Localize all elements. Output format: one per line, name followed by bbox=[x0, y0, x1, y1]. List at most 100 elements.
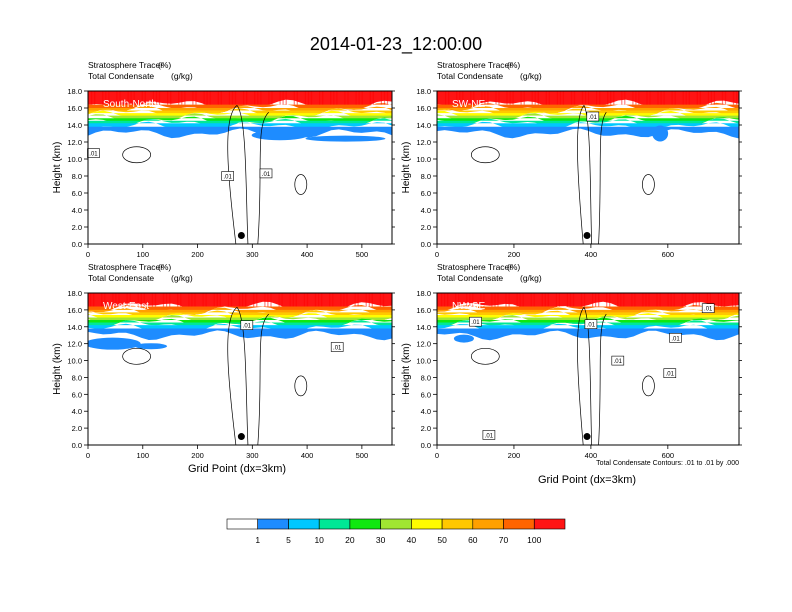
y-tick-label: 16.0 bbox=[67, 306, 82, 315]
x-tick-label: 0 bbox=[86, 250, 90, 259]
y-tick-label: 0.0 bbox=[421, 240, 431, 249]
tracer-stripe bbox=[383, 91, 386, 105]
tracer-stripe bbox=[355, 91, 357, 105]
contour-line bbox=[294, 174, 308, 195]
tracer-stripe bbox=[623, 293, 625, 307]
tracer-stripe bbox=[227, 293, 229, 307]
tracer-stripe bbox=[260, 91, 262, 105]
tracer-stripe bbox=[219, 293, 221, 307]
colorbar-box bbox=[257, 518, 289, 530]
tracer-stripe bbox=[688, 91, 690, 105]
tracer-stripe bbox=[217, 91, 219, 105]
tracer-stripe bbox=[473, 91, 475, 105]
tracer-stripe bbox=[264, 293, 266, 307]
panel-header-tracer: Stratosphere Tracer bbox=[88, 262, 163, 272]
contour-line bbox=[257, 111, 269, 244]
contour-label: .01 bbox=[666, 372, 675, 378]
tracer-stripe bbox=[310, 91, 313, 105]
tracer-band bbox=[437, 304, 739, 315]
tracer-stripe bbox=[447, 293, 449, 307]
tracer-stripe bbox=[699, 91, 701, 105]
tracer-stripe bbox=[522, 293, 524, 307]
y-tick-label: 4.0 bbox=[421, 206, 431, 215]
plot-frame bbox=[436, 90, 740, 245]
tracer-stripe bbox=[216, 293, 218, 307]
panel-header-tracer-unit: (%) bbox=[158, 262, 171, 272]
tracer-stripe bbox=[657, 91, 659, 105]
tracer-patch bbox=[134, 343, 167, 350]
tracer-stripe bbox=[184, 91, 186, 105]
contour-note: Total Condensate Contours: .01 to .01 by… bbox=[596, 460, 739, 467]
tracer-stripe bbox=[246, 91, 248, 105]
tracer-stripe bbox=[152, 91, 154, 105]
tracer-stripe bbox=[537, 91, 539, 105]
contour-label: .01 bbox=[224, 175, 233, 181]
y-tick-label: 4.0 bbox=[72, 407, 82, 416]
tracer-stripe bbox=[333, 91, 335, 105]
y-tick-label: 10.0 bbox=[67, 357, 82, 366]
tracer-stripe bbox=[379, 293, 381, 307]
x-tick-label: 400 bbox=[301, 250, 314, 259]
tracer-stripe bbox=[242, 293, 244, 307]
tracer-stripe bbox=[102, 91, 104, 105]
tracer-stripe bbox=[322, 91, 324, 105]
tracer-stripe bbox=[534, 91, 536, 105]
tracer-stripe bbox=[181, 91, 183, 105]
colorbar-label: 5 bbox=[286, 535, 291, 545]
colorbar-label: 20 bbox=[345, 535, 355, 545]
panel-header-tracer: Stratosphere Tracer bbox=[437, 60, 512, 70]
tracer-stripe bbox=[667, 293, 669, 307]
colorbar-label: 60 bbox=[468, 535, 478, 545]
tracer-stripe bbox=[635, 91, 637, 105]
tracer-stripe bbox=[213, 293, 215, 307]
tracer-stripe bbox=[723, 293, 726, 307]
x-axis-title-left: Grid Point (dx=3km) bbox=[188, 463, 286, 475]
tracer-stripe bbox=[631, 293, 633, 307]
panel-header-condensate-unit: (g/kg) bbox=[171, 71, 193, 81]
tracer-stripe bbox=[592, 293, 594, 307]
tracer-stripe bbox=[390, 293, 392, 307]
contour-label-box bbox=[240, 320, 254, 330]
contour-label-box bbox=[221, 171, 234, 181]
tracer-stripe bbox=[713, 91, 715, 105]
tracer-stripe bbox=[724, 91, 727, 105]
panel-header-condensate-unit: (g/kg) bbox=[520, 71, 542, 81]
tracer-stripe bbox=[129, 293, 131, 307]
y-tick-label: 10.0 bbox=[416, 357, 431, 366]
contour-line bbox=[227, 104, 249, 244]
tracer-stripe bbox=[462, 91, 464, 105]
panel-header-tracer-unit: (%) bbox=[507, 60, 520, 70]
tracer-stripe bbox=[346, 293, 348, 307]
panel-header-tracer: Stratosphere Tracer bbox=[437, 262, 512, 272]
y-tick-label: 4.0 bbox=[421, 407, 431, 416]
tracer-stripe bbox=[127, 91, 129, 105]
x-tick-label: 200 bbox=[191, 451, 204, 460]
tracer-stripe bbox=[162, 293, 165, 307]
tracer-stripe bbox=[253, 293, 255, 307]
x-tick-label: 600 bbox=[662, 451, 675, 460]
tracer-stripe bbox=[721, 91, 724, 105]
tracer-stripe bbox=[621, 91, 623, 105]
y-tick-label: 12.0 bbox=[416, 138, 431, 147]
tracer-stripe bbox=[295, 293, 297, 307]
contour-label-box bbox=[663, 368, 677, 379]
tracer-stripe bbox=[195, 91, 197, 105]
y-tick-label: 2.0 bbox=[72, 223, 82, 232]
x-tick-label: 200 bbox=[508, 250, 521, 259]
panel-4: Stratosphere Tracer(%) Total Condensate (g… bbox=[401, 262, 742, 460]
tracer-stripe bbox=[520, 91, 522, 105]
tracer-stripe bbox=[484, 91, 486, 105]
tracer-stripe bbox=[203, 91, 205, 105]
x-tick-label: 600 bbox=[662, 250, 675, 259]
y-tick-label: 6.0 bbox=[421, 390, 431, 399]
tracer-stripe bbox=[673, 293, 675, 307]
contour-label: .01 bbox=[89, 152, 98, 158]
tracer-stripe bbox=[202, 293, 204, 307]
tracer-stripe bbox=[642, 293, 644, 307]
plot-frame bbox=[436, 292, 740, 446]
tracer-stripe bbox=[610, 91, 612, 105]
tracer-stripe bbox=[365, 293, 367, 307]
y-tick-label: 12.0 bbox=[416, 340, 431, 349]
tracer-stripe bbox=[194, 293, 196, 307]
tracer-stripe bbox=[209, 91, 211, 105]
